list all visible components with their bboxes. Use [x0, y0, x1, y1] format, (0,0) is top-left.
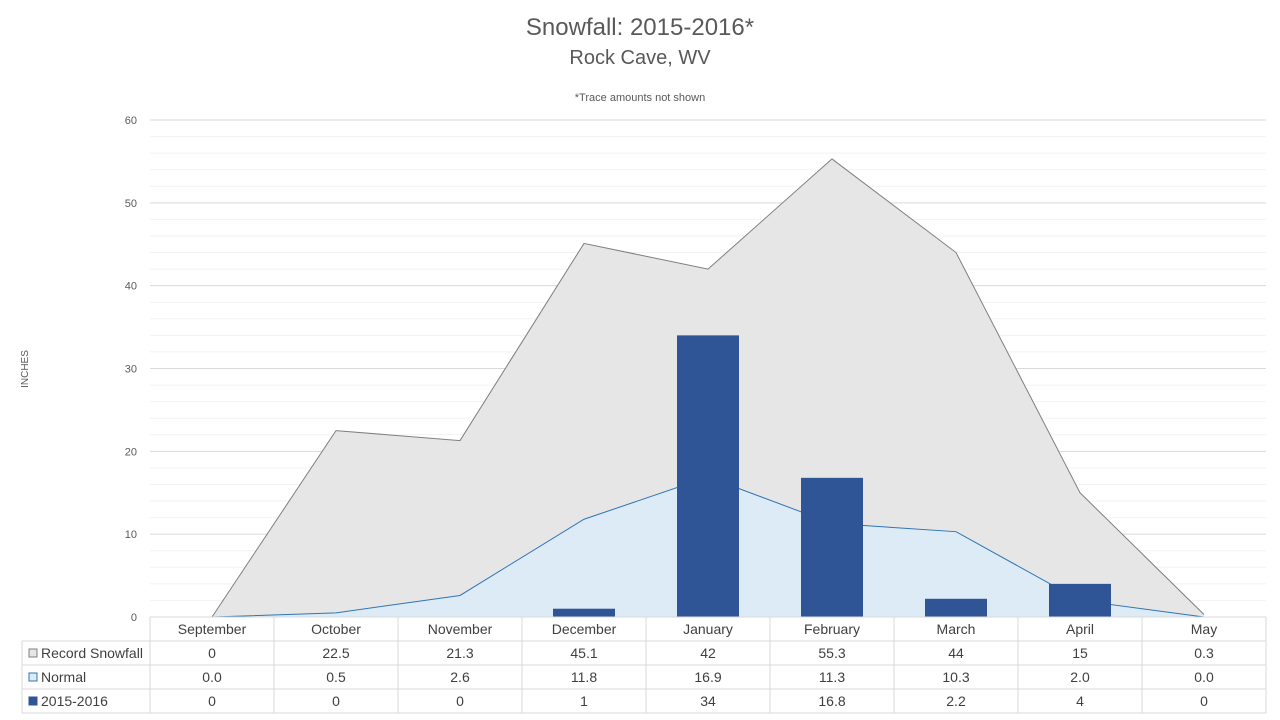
bar-december: [553, 608, 615, 617]
legend-label: Normal: [41, 669, 86, 685]
data-label: 0.0: [1194, 669, 1214, 685]
data-label: 2.6: [450, 669, 470, 685]
data-label: 0: [332, 693, 340, 709]
x-tick-label: November: [428, 621, 493, 637]
data-label: 44: [948, 645, 964, 661]
y-tick-label: 0: [131, 612, 137, 624]
x-tick-label: April: [1066, 621, 1094, 637]
y-tick-label: 60: [125, 115, 137, 127]
legend-key: [28, 648, 38, 658]
data-label: 11.8: [571, 669, 597, 685]
data-label: 0: [208, 645, 216, 661]
legend-label: 2015-2016: [41, 693, 108, 709]
data-label: 15: [1072, 645, 1088, 661]
y-axis-label: INCHES: [20, 350, 31, 388]
legend-key: [28, 672, 38, 682]
bar-series: [553, 335, 1111, 617]
data-label: 22.5: [322, 645, 349, 661]
y-axis-ticks: 0 10 20 30 40 50 60: [125, 115, 137, 624]
x-tick-label: September: [178, 621, 247, 637]
data-label: 0: [456, 693, 464, 709]
data-label: 42: [700, 645, 716, 661]
record-line: [211, 158, 1205, 618]
y-tick-label: 30: [125, 364, 137, 376]
data-label: 2.0: [1070, 669, 1090, 685]
data-label: 2.2: [946, 693, 966, 709]
x-tick-label: May: [1191, 621, 1217, 637]
bar-march: [925, 598, 987, 617]
data-label: 10.3: [942, 669, 969, 685]
x-tick-label: December: [552, 621, 617, 637]
data-label: 21.3: [446, 645, 473, 661]
data-label: 4: [1076, 693, 1084, 709]
x-tick-label: February: [804, 621, 860, 637]
data-label: 11.3: [819, 669, 845, 685]
bar-february: [801, 477, 863, 617]
legend-label: Record Snowfall: [41, 645, 143, 661]
data-table: September October November December January F…: [21, 616, 1267, 714]
data-label: 55.3: [818, 645, 845, 661]
y-tick-label: 10: [125, 529, 137, 541]
legend-key: [28, 696, 38, 706]
data-label: 0: [1200, 693, 1208, 709]
data-label: 16.9: [694, 669, 721, 685]
data-label: 1: [580, 693, 588, 709]
data-label: 0.5: [326, 669, 346, 685]
x-tick-label: January: [683, 621, 733, 637]
data-label: 45.1: [570, 645, 597, 661]
y-tick-label: 50: [125, 198, 137, 210]
bar-january: [677, 335, 739, 617]
chart-title: Snowfall: 2015-2016*: [526, 14, 754, 41]
x-tick-label: March: [937, 621, 976, 637]
data-label: 0.0: [202, 669, 222, 685]
y-tick-label: 20: [125, 446, 137, 458]
bar-april: [1049, 583, 1111, 617]
data-label: 0.3: [1194, 645, 1214, 661]
data-label: 0: [208, 693, 216, 709]
chart-note: *Trace amounts not shown: [575, 92, 705, 104]
x-tick-label: October: [311, 621, 361, 637]
data-label: 16.8: [818, 693, 845, 709]
y-tick-label: 40: [125, 281, 137, 293]
data-label: 34: [700, 693, 716, 709]
chart-subtitle: Rock Cave, WV: [569, 47, 711, 69]
